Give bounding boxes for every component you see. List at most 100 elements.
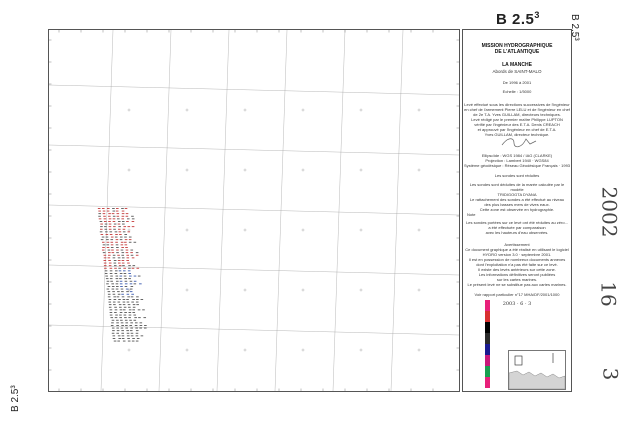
legend-title-line1: MISSION HYDROGRAPHIQUE <box>481 43 553 49</box>
depth-sounding <box>116 252 119 254</box>
depth-sounding <box>110 236 114 238</box>
depth-sounding <box>103 254 107 256</box>
depth-sounding <box>124 244 128 246</box>
depth-sounding <box>106 283 109 285</box>
depth-sounding <box>132 304 136 306</box>
depth-sounding <box>120 249 124 251</box>
depth-sounding <box>105 234 109 235</box>
depth-sounding <box>97 208 101 209</box>
depth-sounding <box>107 257 111 259</box>
depth-sounding <box>115 275 119 277</box>
depth-sounding <box>129 283 133 285</box>
depth-sounding <box>116 332 120 334</box>
depth-sounding <box>130 286 134 287</box>
depth-sounding <box>108 301 112 303</box>
depth-sounding <box>112 330 115 332</box>
depth-sounding <box>112 210 116 212</box>
depth-sounding <box>121 330 124 332</box>
grid-line-vertical <box>216 30 230 391</box>
depth-sounding <box>121 218 125 220</box>
color-key-segment <box>485 311 490 322</box>
depth-sounding <box>113 265 117 267</box>
depth-sounding <box>117 260 121 261</box>
depth-sounding <box>108 306 112 308</box>
depth-sounding <box>120 286 123 287</box>
depth-sounding <box>109 309 113 311</box>
handwritten-year: 2002 <box>597 186 622 238</box>
depth-sounding <box>135 332 139 334</box>
depth-sounding <box>139 325 143 326</box>
depth-sounding <box>104 228 108 230</box>
depth-sounding <box>126 291 129 293</box>
depth-sounding <box>124 278 127 280</box>
depth-sounding <box>107 249 111 251</box>
depth-sounding <box>132 309 135 311</box>
depth-sounding <box>111 319 115 321</box>
depth-sounding <box>114 309 118 311</box>
depth-sounding <box>134 325 138 326</box>
depth-sounding <box>122 304 126 306</box>
depth-sounding <box>125 322 129 324</box>
depth-sounding <box>142 309 145 311</box>
depth-sounding <box>133 280 137 282</box>
depth-sounding <box>114 306 117 308</box>
grid-line-vertical <box>158 30 172 391</box>
depth-sounding <box>108 299 112 300</box>
depth-sounding <box>133 275 137 277</box>
depth-sounding <box>120 327 124 329</box>
depth-sounding <box>124 317 127 319</box>
depth-sounding <box>119 312 123 313</box>
depth-sounding <box>113 340 117 342</box>
depth-sounding <box>108 265 112 267</box>
depth-sounding <box>111 283 114 285</box>
depth-sounding <box>110 317 114 319</box>
depth-sounding <box>108 213 111 215</box>
depth-sounding <box>103 218 107 220</box>
depth-sounding <box>105 278 109 280</box>
depth-sounding <box>117 223 121 225</box>
signature-mark <box>501 138 537 148</box>
color-key-segment <box>485 322 490 333</box>
depth-sounding <box>135 301 139 303</box>
depth-sounding <box>127 338 130 339</box>
depth-sounding <box>122 301 126 303</box>
depth-sounding <box>106 244 110 246</box>
depth-sounding <box>122 231 126 233</box>
depth-sounding <box>109 278 113 280</box>
depth-sounding <box>121 291 124 293</box>
depth-sounding <box>112 335 116 337</box>
map-canvas <box>49 30 459 391</box>
depth-sounding <box>117 257 121 259</box>
color-key-segment <box>485 344 490 355</box>
depth-sounding <box>124 283 128 285</box>
depth-sounding <box>122 299 126 300</box>
depth-sounding <box>113 226 116 228</box>
depth-sounding <box>102 210 106 212</box>
grid-line-horizontal <box>49 204 459 216</box>
depth-sounding <box>115 283 119 285</box>
depth-sounding <box>117 340 120 342</box>
depth-sounding <box>130 254 134 256</box>
depth-sounding <box>128 312 132 313</box>
depth-sounding <box>103 215 106 217</box>
depth-sounding <box>119 306 122 308</box>
depth-sounding <box>126 335 130 337</box>
depth-sounding <box>130 332 134 334</box>
depth-sounding <box>134 317 137 319</box>
depth-sounding <box>110 325 114 326</box>
depth-sounding <box>119 317 122 319</box>
depth-sounding <box>135 330 139 332</box>
depth-sounding <box>119 283 123 285</box>
depth-sounding <box>119 278 122 280</box>
depth-sounding <box>126 257 130 259</box>
depth-sounding <box>113 260 117 261</box>
depth-sounding <box>127 296 130 298</box>
depth-sounding <box>101 241 105 243</box>
depth-sounding <box>119 236 123 238</box>
depth-sounding <box>111 213 115 215</box>
depth-sounding <box>118 226 121 228</box>
depth-sounding <box>126 332 130 334</box>
depth-sounding <box>125 213 129 215</box>
depth-sounding <box>134 322 138 324</box>
depth-sounding <box>121 247 124 248</box>
